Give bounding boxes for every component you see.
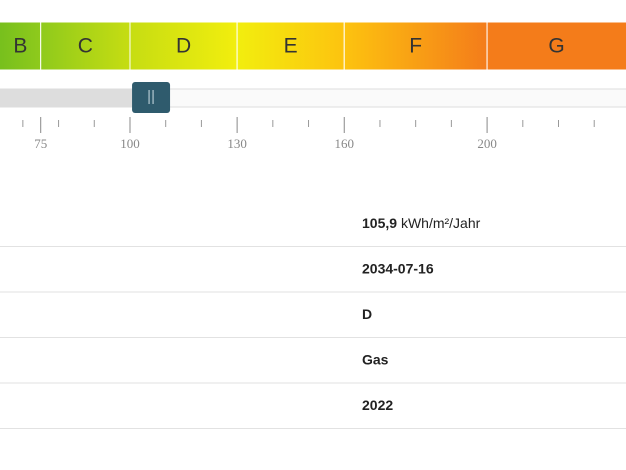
tick-label: 75 xyxy=(34,136,47,151)
cell-value: 2034-07-16 xyxy=(362,260,434,276)
tick-label: 160 xyxy=(334,136,354,151)
class-label: D xyxy=(176,35,191,58)
slider-handle[interactable] xyxy=(132,82,171,113)
tick-label: 130 xyxy=(227,136,247,151)
tick-label: 100 xyxy=(120,136,140,151)
cell-value: Gas xyxy=(362,351,389,367)
class-label: E xyxy=(284,35,298,58)
class-segment xyxy=(343,21,488,71)
class-segment xyxy=(236,21,345,71)
tick-label: 200 xyxy=(477,136,497,151)
class-label: B xyxy=(13,35,27,58)
value: D xyxy=(362,306,372,322)
value: Gas xyxy=(362,351,389,367)
cell-value: 2022 xyxy=(362,397,393,413)
slider-fill xyxy=(0,89,152,107)
handle-body xyxy=(132,82,171,113)
cell-value: D xyxy=(362,306,372,322)
cell-value: 105,9 kWh/m²/Jahr xyxy=(362,215,481,231)
unit: kWh/m²/Jahr xyxy=(401,215,481,231)
class-segment xyxy=(40,21,131,71)
class-label: F xyxy=(409,35,422,58)
value: 105,9 xyxy=(362,215,397,231)
value: 2022 xyxy=(362,397,393,413)
class-label: C xyxy=(78,35,93,58)
value: 2034-07-16 xyxy=(362,260,434,276)
class-label: G xyxy=(548,35,564,58)
class-segment xyxy=(486,21,626,71)
